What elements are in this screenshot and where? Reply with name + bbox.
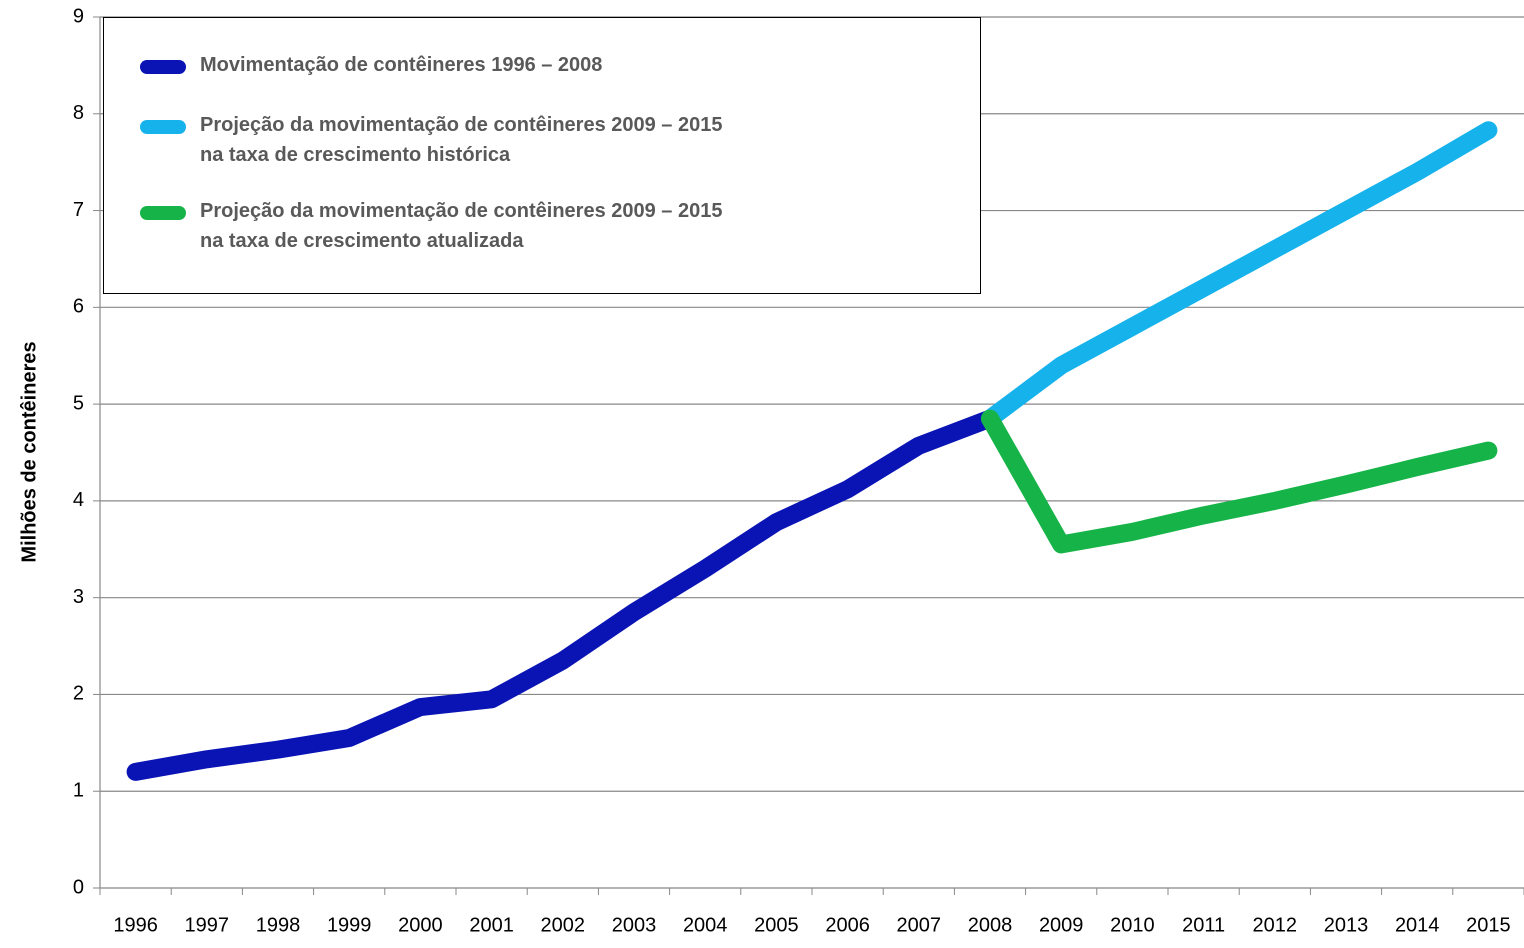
- x-tick-label: 2008: [968, 914, 1013, 936]
- x-tick-label: 2001: [469, 914, 514, 936]
- x-tick-label: 2004: [683, 914, 728, 936]
- y-axis-label: Milhões de contêineres: [18, 341, 40, 562]
- x-tick-label: 1996: [113, 914, 158, 936]
- y-tick-label: 3: [73, 586, 84, 608]
- x-tick-label: 2003: [612, 914, 657, 936]
- series-line: [126, 409, 999, 781]
- y-tick-label: 4: [73, 489, 84, 511]
- x-tick-label: 1997: [185, 914, 230, 936]
- y-tick-label: 9: [73, 5, 84, 27]
- legend-swatch: [140, 120, 186, 134]
- x-tick-label: 2002: [541, 914, 586, 936]
- x-tick-label: 2014: [1395, 914, 1440, 936]
- legend-item: Movimentação de contêineres 1996 – 2008: [140, 54, 602, 80]
- x-tick-label: 2005: [754, 914, 799, 936]
- x-tick-label: 2010: [1110, 914, 1155, 936]
- x-tick-label: 1998: [256, 914, 301, 936]
- legend-swatch: [140, 60, 186, 74]
- y-tick-label: 0: [73, 876, 84, 898]
- series-line: [981, 121, 1498, 428]
- y-tick-label: 7: [73, 199, 84, 221]
- y-tick-label: 8: [73, 102, 84, 124]
- y-tick-label: 5: [73, 392, 84, 414]
- legend-label: Projeção da movimentação de contêineres …: [200, 200, 723, 252]
- x-tick-label: 2006: [825, 914, 870, 936]
- y-tick-label: 1: [73, 780, 84, 802]
- legend-label: Projeção da movimentação de contêineres …: [200, 114, 723, 166]
- x-tick-label: 2012: [1253, 914, 1298, 936]
- legend: Movimentação de contêineres 1996 – 2008 P…: [103, 17, 981, 294]
- y-tick-label: 2: [73, 683, 84, 705]
- y-tick-label: 6: [73, 296, 84, 318]
- series-line: [981, 409, 1498, 554]
- legend-label: Movimentação de contêineres 1996 – 2008: [200, 54, 603, 76]
- x-tick-label: 2007: [897, 914, 942, 936]
- legend-item: Projeção da movimentação de contêineres …: [140, 200, 722, 256]
- x-tick-label: 2015: [1466, 914, 1511, 936]
- legend-swatch: [140, 206, 186, 220]
- legend-item: Projeção da movimentação de contêineres …: [140, 114, 722, 170]
- x-tick-label: 2009: [1039, 914, 1084, 936]
- x-tick-label: 2000: [398, 914, 443, 936]
- x-tick-label: 1999: [327, 914, 372, 936]
- x-tick-label: 2011: [1182, 914, 1225, 936]
- x-tick-label: 2013: [1324, 914, 1369, 936]
